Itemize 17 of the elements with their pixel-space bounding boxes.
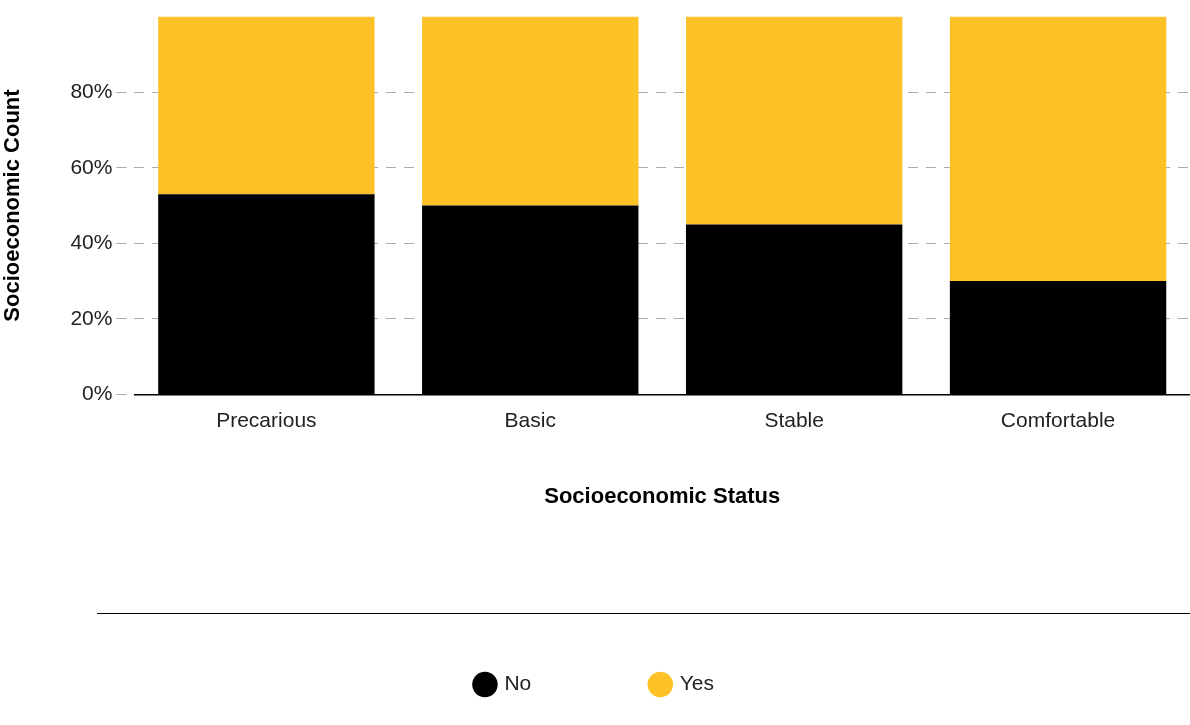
x-tick-label: Comfortable (1000, 407, 1116, 431)
x-tick-label: Precarious (216, 407, 317, 431)
y-tick-label: 20% (70, 305, 113, 329)
bar (685, 16, 903, 225)
bar (422, 16, 639, 206)
legend-label: Yes (679, 671, 715, 695)
y-tick-label: 80% (70, 78, 113, 102)
x-axis-title: Socioeconomic Status (544, 482, 781, 508)
y-axis-title: Socioeconomic Count (0, 88, 25, 322)
bar (949, 16, 1167, 282)
y-tick-label: 40% (70, 230, 113, 254)
legend-label: No (504, 671, 532, 695)
bar (158, 16, 375, 195)
x-tick-label: Basic (504, 407, 556, 431)
x-tick-label: Stable (764, 407, 824, 431)
y-tick-label: 0% (82, 381, 113, 405)
y-tick-label: 60% (70, 154, 113, 178)
